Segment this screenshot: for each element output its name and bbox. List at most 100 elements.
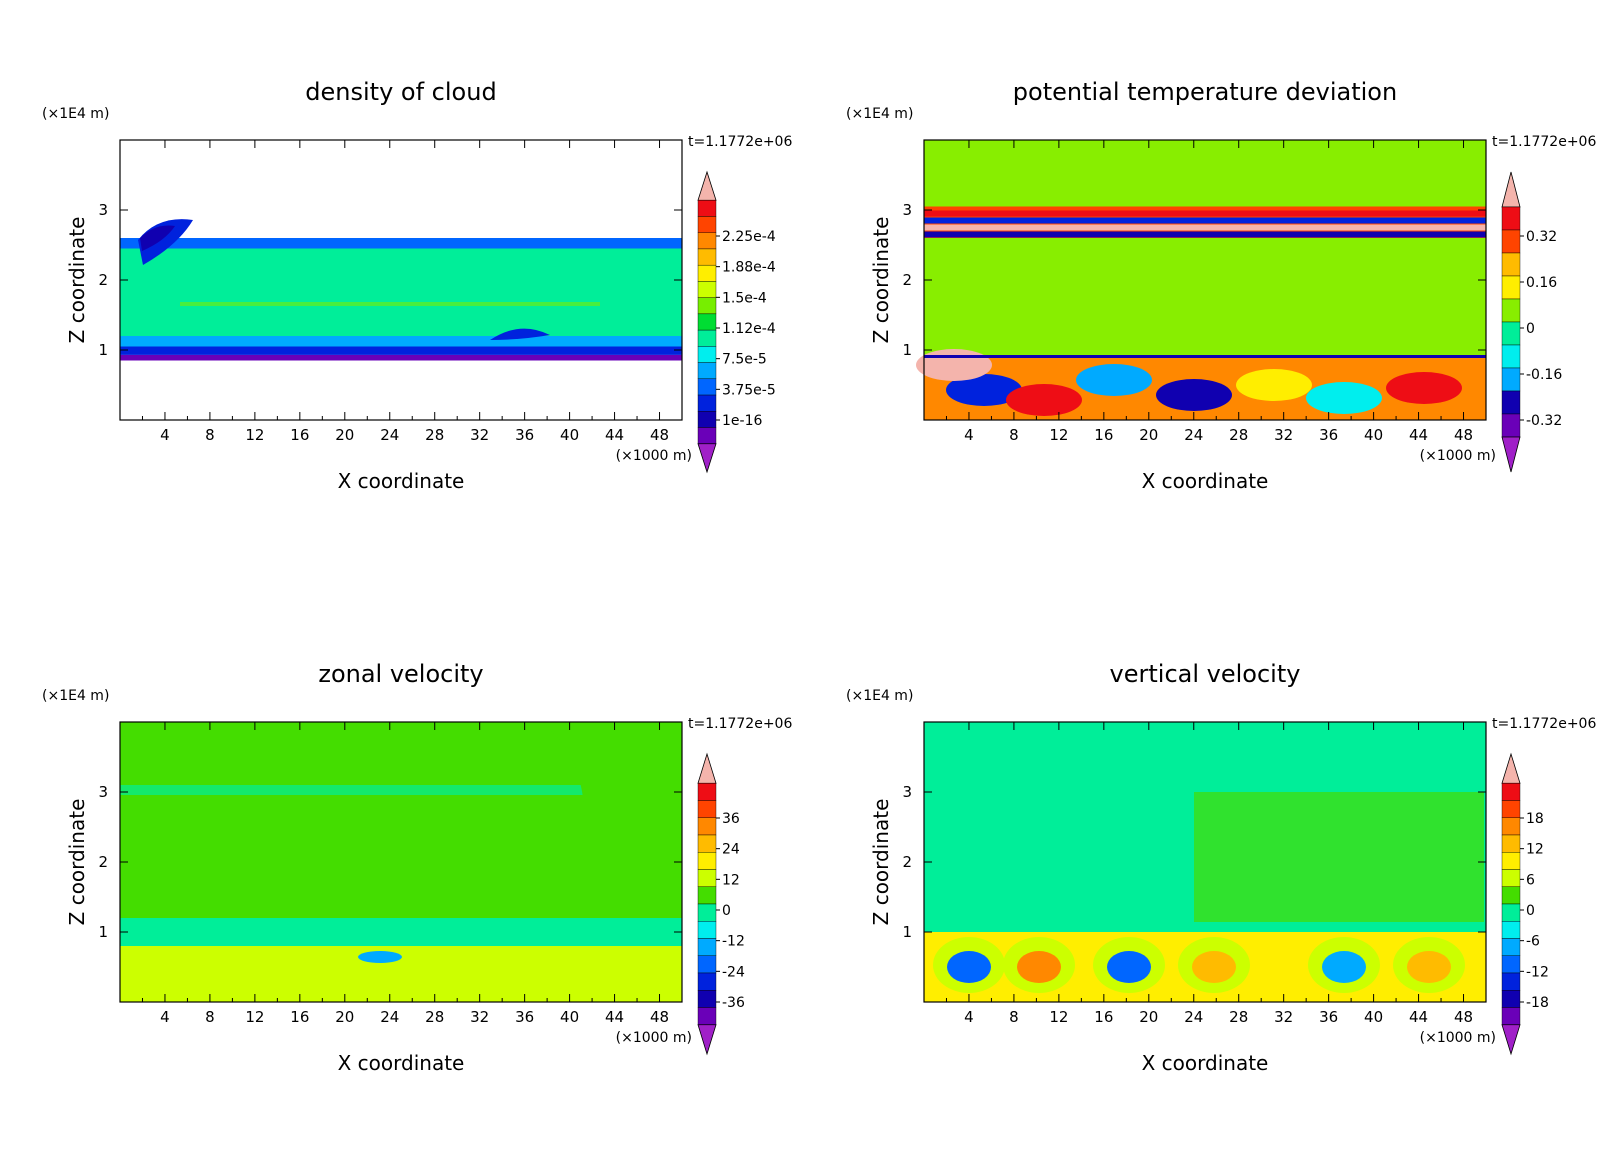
x-tick-label: 36 [515, 426, 534, 444]
x-tick-label: 36 [1319, 426, 1338, 444]
x-unit-label: (×1000 m) [1420, 448, 1496, 464]
x-tick-label: 4 [964, 426, 974, 444]
colorbar-segment [1501, 752, 1521, 784]
vv-cell [1017, 951, 1061, 983]
colorbar-segment [697, 921, 717, 939]
vv-field [1194, 792, 1484, 922]
vv-cell [947, 951, 991, 983]
time-annotation: t=1.1772e+06 [1492, 716, 1596, 732]
colorbar-segment [1501, 921, 1521, 939]
colorbar-segment [697, 869, 717, 887]
contour-band [120, 248, 682, 336]
colorbar-segment [697, 313, 717, 331]
pt-stripe [924, 355, 1486, 358]
colorbar-label: 0 [1526, 321, 1535, 337]
x-tick-label: 32 [470, 1008, 489, 1026]
x-tick-label: 28 [425, 426, 444, 444]
x-tick-label: 20 [335, 1008, 354, 1026]
x-tick-label: 36 [1319, 1008, 1338, 1026]
colorbar-segment [697, 834, 717, 853]
colorbar-segment [1501, 1007, 1521, 1025]
x-tick-label: 8 [1009, 426, 1019, 444]
y-tick-label: 3 [902, 201, 912, 219]
x-tick-label: 44 [605, 1008, 624, 1026]
colorbar-segment [697, 1007, 717, 1025]
colorbar-segment [697, 955, 717, 974]
colorbar-segment [697, 232, 717, 250]
x-tick-label: 12 [245, 426, 264, 444]
colorbar-label: 2.25e-4 [722, 229, 776, 245]
colorbar-label: 18 [1526, 811, 1544, 827]
x-tick-label: 16 [1094, 426, 1113, 444]
zonal-field [120, 918, 682, 946]
colorbar-segment [1501, 390, 1521, 415]
time-annotation: t=1.1772e+06 [1492, 134, 1596, 150]
colorbar-segment [1501, 321, 1521, 346]
time-annotation: t=1.1772e+06 [688, 134, 792, 150]
contour-band [924, 238, 1486, 357]
colorbar-segment [697, 972, 717, 991]
colorbar-segment [697, 1024, 717, 1056]
y-tick-label: 3 [902, 783, 912, 801]
colorbar-segment [697, 200, 717, 217]
colorbar-segment [697, 378, 717, 396]
colorbar-segment [1501, 990, 1521, 1008]
zonal-field [540, 722, 682, 882]
x-tick-label: 12 [245, 1008, 264, 1026]
colorbar-label: 6 [1526, 872, 1535, 888]
y-tick-label: 3 [98, 201, 108, 219]
colorbar-segment [1501, 298, 1521, 323]
colorbar-segment [697, 329, 717, 347]
x-tick-label: 12 [1049, 1008, 1068, 1026]
x-tick-label: 20 [335, 426, 354, 444]
y-axis-label: Z coordinate [869, 799, 893, 926]
chart-title: density of cloud [305, 78, 496, 106]
colorbar-segment [697, 346, 717, 363]
contour-band [120, 946, 682, 1002]
y-tick-label: 1 [98, 923, 108, 941]
colorbar-segment [1501, 275, 1521, 300]
x-tick-label: 44 [1409, 426, 1428, 444]
x-axis-label: X coordinate [1142, 1051, 1269, 1075]
colorbar-segment [1501, 869, 1521, 887]
colorbar-segment [697, 817, 717, 836]
panel-4: vertical velocity(×1E4 m)t=1.1772e+064 8 1… [846, 660, 1596, 1075]
chart-title: vertical velocity [1110, 660, 1301, 688]
pt-eddy [1306, 382, 1382, 414]
colorbar-label: 0 [1526, 903, 1535, 919]
x-tick-label: 24 [1184, 426, 1203, 444]
x-unit-label: (×1000 m) [616, 448, 692, 464]
x-tick-label: 12 [1049, 426, 1068, 444]
colorbar-segment [1501, 955, 1521, 974]
pt-eddy [1156, 379, 1232, 411]
colorbar-label: 7.5e-5 [722, 352, 767, 368]
colorbar-label: -36 [722, 995, 745, 1011]
panel-3: zonal velocity(×1E4 m)t=1.1772e+064 8 12 16… [42, 660, 792, 1075]
colorbar-segment [1501, 206, 1521, 231]
chart-title: zonal velocity [318, 660, 483, 688]
y-tick-label: 1 [902, 341, 912, 359]
x-axis-label: X coordinate [338, 469, 465, 493]
colorbar-segment [1501, 972, 1521, 991]
x-tick-label: 16 [290, 426, 309, 444]
y-tick-label: 2 [98, 271, 108, 289]
colorbar-label: -6 [1526, 934, 1540, 950]
panel-2: potential temperature deviation (×1E4 m) t… [846, 78, 1596, 493]
colorbar-segment [697, 216, 717, 233]
x-tick-label: 48 [650, 426, 669, 444]
vv-cell [1107, 951, 1151, 983]
x-tick-label: 48 [650, 1008, 669, 1026]
x-axis-label: X coordinate [338, 1051, 465, 1075]
colorbar-label: 36 [722, 811, 740, 827]
colorbar-label: 0 [722, 903, 731, 919]
colorbar-segment [697, 297, 717, 315]
colorbar-segment [697, 443, 717, 474]
colorbar-label: 1.5e-4 [722, 290, 767, 306]
pt-eddy [946, 374, 1022, 406]
x-tick-label: 32 [1274, 1008, 1293, 1026]
colorbar-segment [1501, 436, 1521, 473]
y-unit-label: (×1E4 m) [846, 688, 913, 704]
time-annotation: t=1.1772e+06 [688, 716, 792, 732]
colorbar-segment [697, 281, 717, 298]
